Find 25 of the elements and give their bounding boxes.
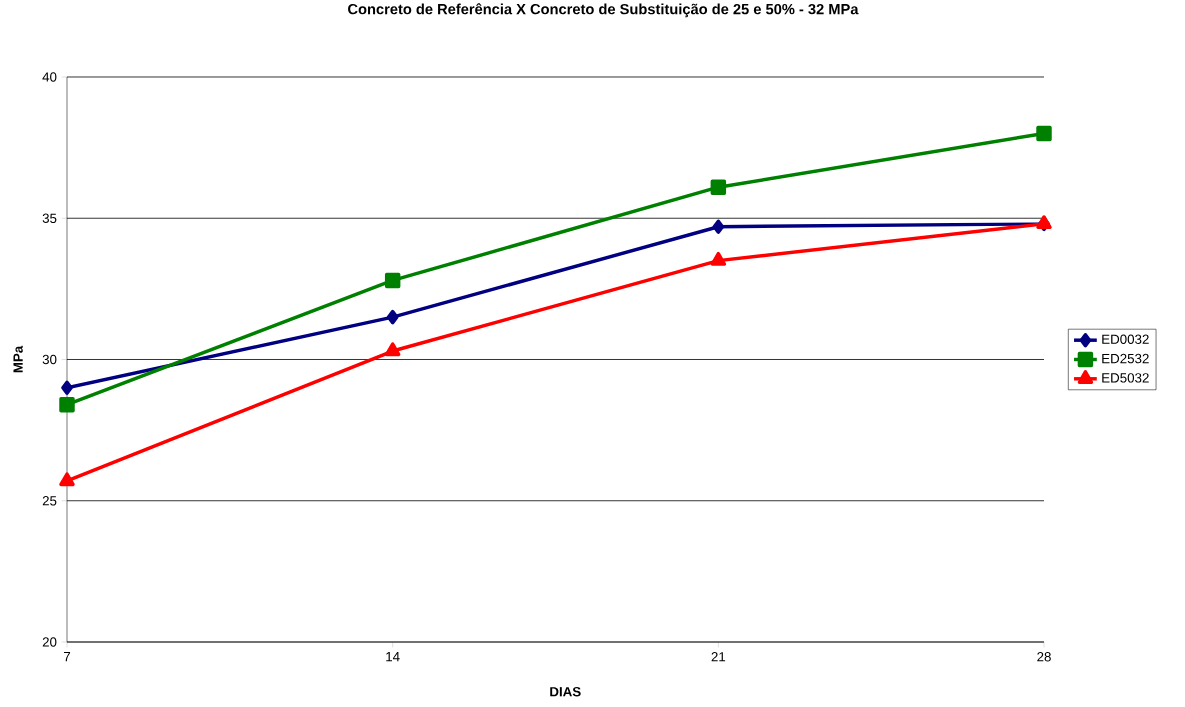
point <box>384 342 401 357</box>
point <box>386 309 399 325</box>
point <box>712 219 725 234</box>
point <box>710 251 727 266</box>
y-tick-label: 35 <box>42 213 57 223</box>
legend-label: ED2532 <box>1102 353 1149 364</box>
legend-label: ED0032 <box>1102 334 1149 344</box>
x-tick-label: 28 <box>1037 652 1051 662</box>
y-axis-title: MPa <box>13 345 23 373</box>
point <box>59 472 75 487</box>
point <box>710 179 727 195</box>
x-axis-title: DIAS <box>550 687 581 697</box>
y-tick-label: 40 <box>42 72 57 82</box>
x-tick-label: 14 <box>386 652 400 662</box>
point <box>59 396 75 413</box>
x-tick-label: 21 <box>711 652 726 662</box>
point <box>61 380 73 395</box>
y-tick-label: 25 <box>42 496 57 506</box>
y-tick-label: 30 <box>42 354 57 365</box>
point <box>1036 125 1052 142</box>
x-tick-label: 7 <box>63 652 71 662</box>
chart-title: Concreto de Referência X Concreto de Substituição de 25 e 50% - 32 MPa <box>348 3 859 18</box>
point <box>384 272 401 289</box>
legend-label: ED5032 <box>1102 373 1149 383</box>
y-tick-label: 20 <box>42 637 57 647</box>
